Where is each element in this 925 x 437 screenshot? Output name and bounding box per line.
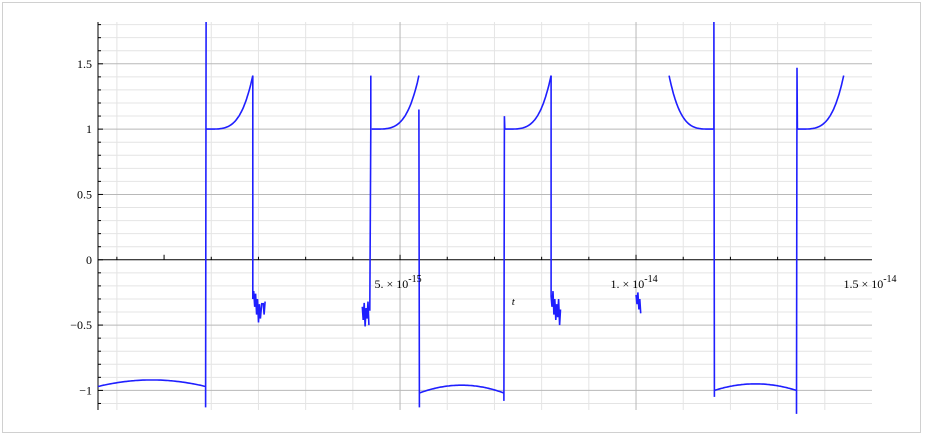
series-line (97, 21, 845, 414)
x-axis-label: t (512, 296, 516, 308)
x-tick-label: 1. × 10-14 (610, 274, 657, 291)
y-tick-label: −0.5 (70, 318, 92, 332)
series-segment (419, 384, 505, 394)
y-tick-label: 1 (86, 122, 92, 136)
series-segment (635, 292, 642, 314)
series-segment (262, 301, 266, 315)
y-tick-label: −1 (79, 383, 92, 397)
series-segment (797, 75, 845, 130)
series-segment (206, 75, 254, 130)
series-segment (418, 109, 421, 408)
ticks (98, 24, 826, 404)
series-segment (713, 21, 716, 397)
y-tick-label: 0 (86, 253, 92, 267)
tick-labels: 1.5 1 0.5 0 −0.5 −1 5. × 10-15 1. × 10-14 1.5 × … (70, 57, 896, 398)
series-segment (371, 75, 420, 130)
x-tick-label: 1.5 × 10-14 (843, 274, 896, 291)
series-segment (668, 75, 714, 130)
x-tick-label: 5. × 10-15 (374, 274, 421, 291)
series-segment (361, 301, 370, 327)
series-segment (369, 75, 372, 311)
plot-frame (2, 2, 921, 433)
y-tick-label: 0.5 (77, 187, 92, 201)
series-segment (550, 75, 562, 326)
series-segment (204, 21, 207, 408)
series-segment (252, 75, 263, 323)
grid-minor (98, 22, 872, 410)
series-segment (503, 116, 506, 401)
series-segment (795, 67, 799, 414)
axes (97, 22, 872, 410)
series-segment (97, 379, 206, 388)
y-tick-label: 1.5 (77, 57, 92, 71)
series-segment (714, 383, 797, 392)
grid-major (98, 22, 872, 410)
series-segment (504, 75, 552, 130)
